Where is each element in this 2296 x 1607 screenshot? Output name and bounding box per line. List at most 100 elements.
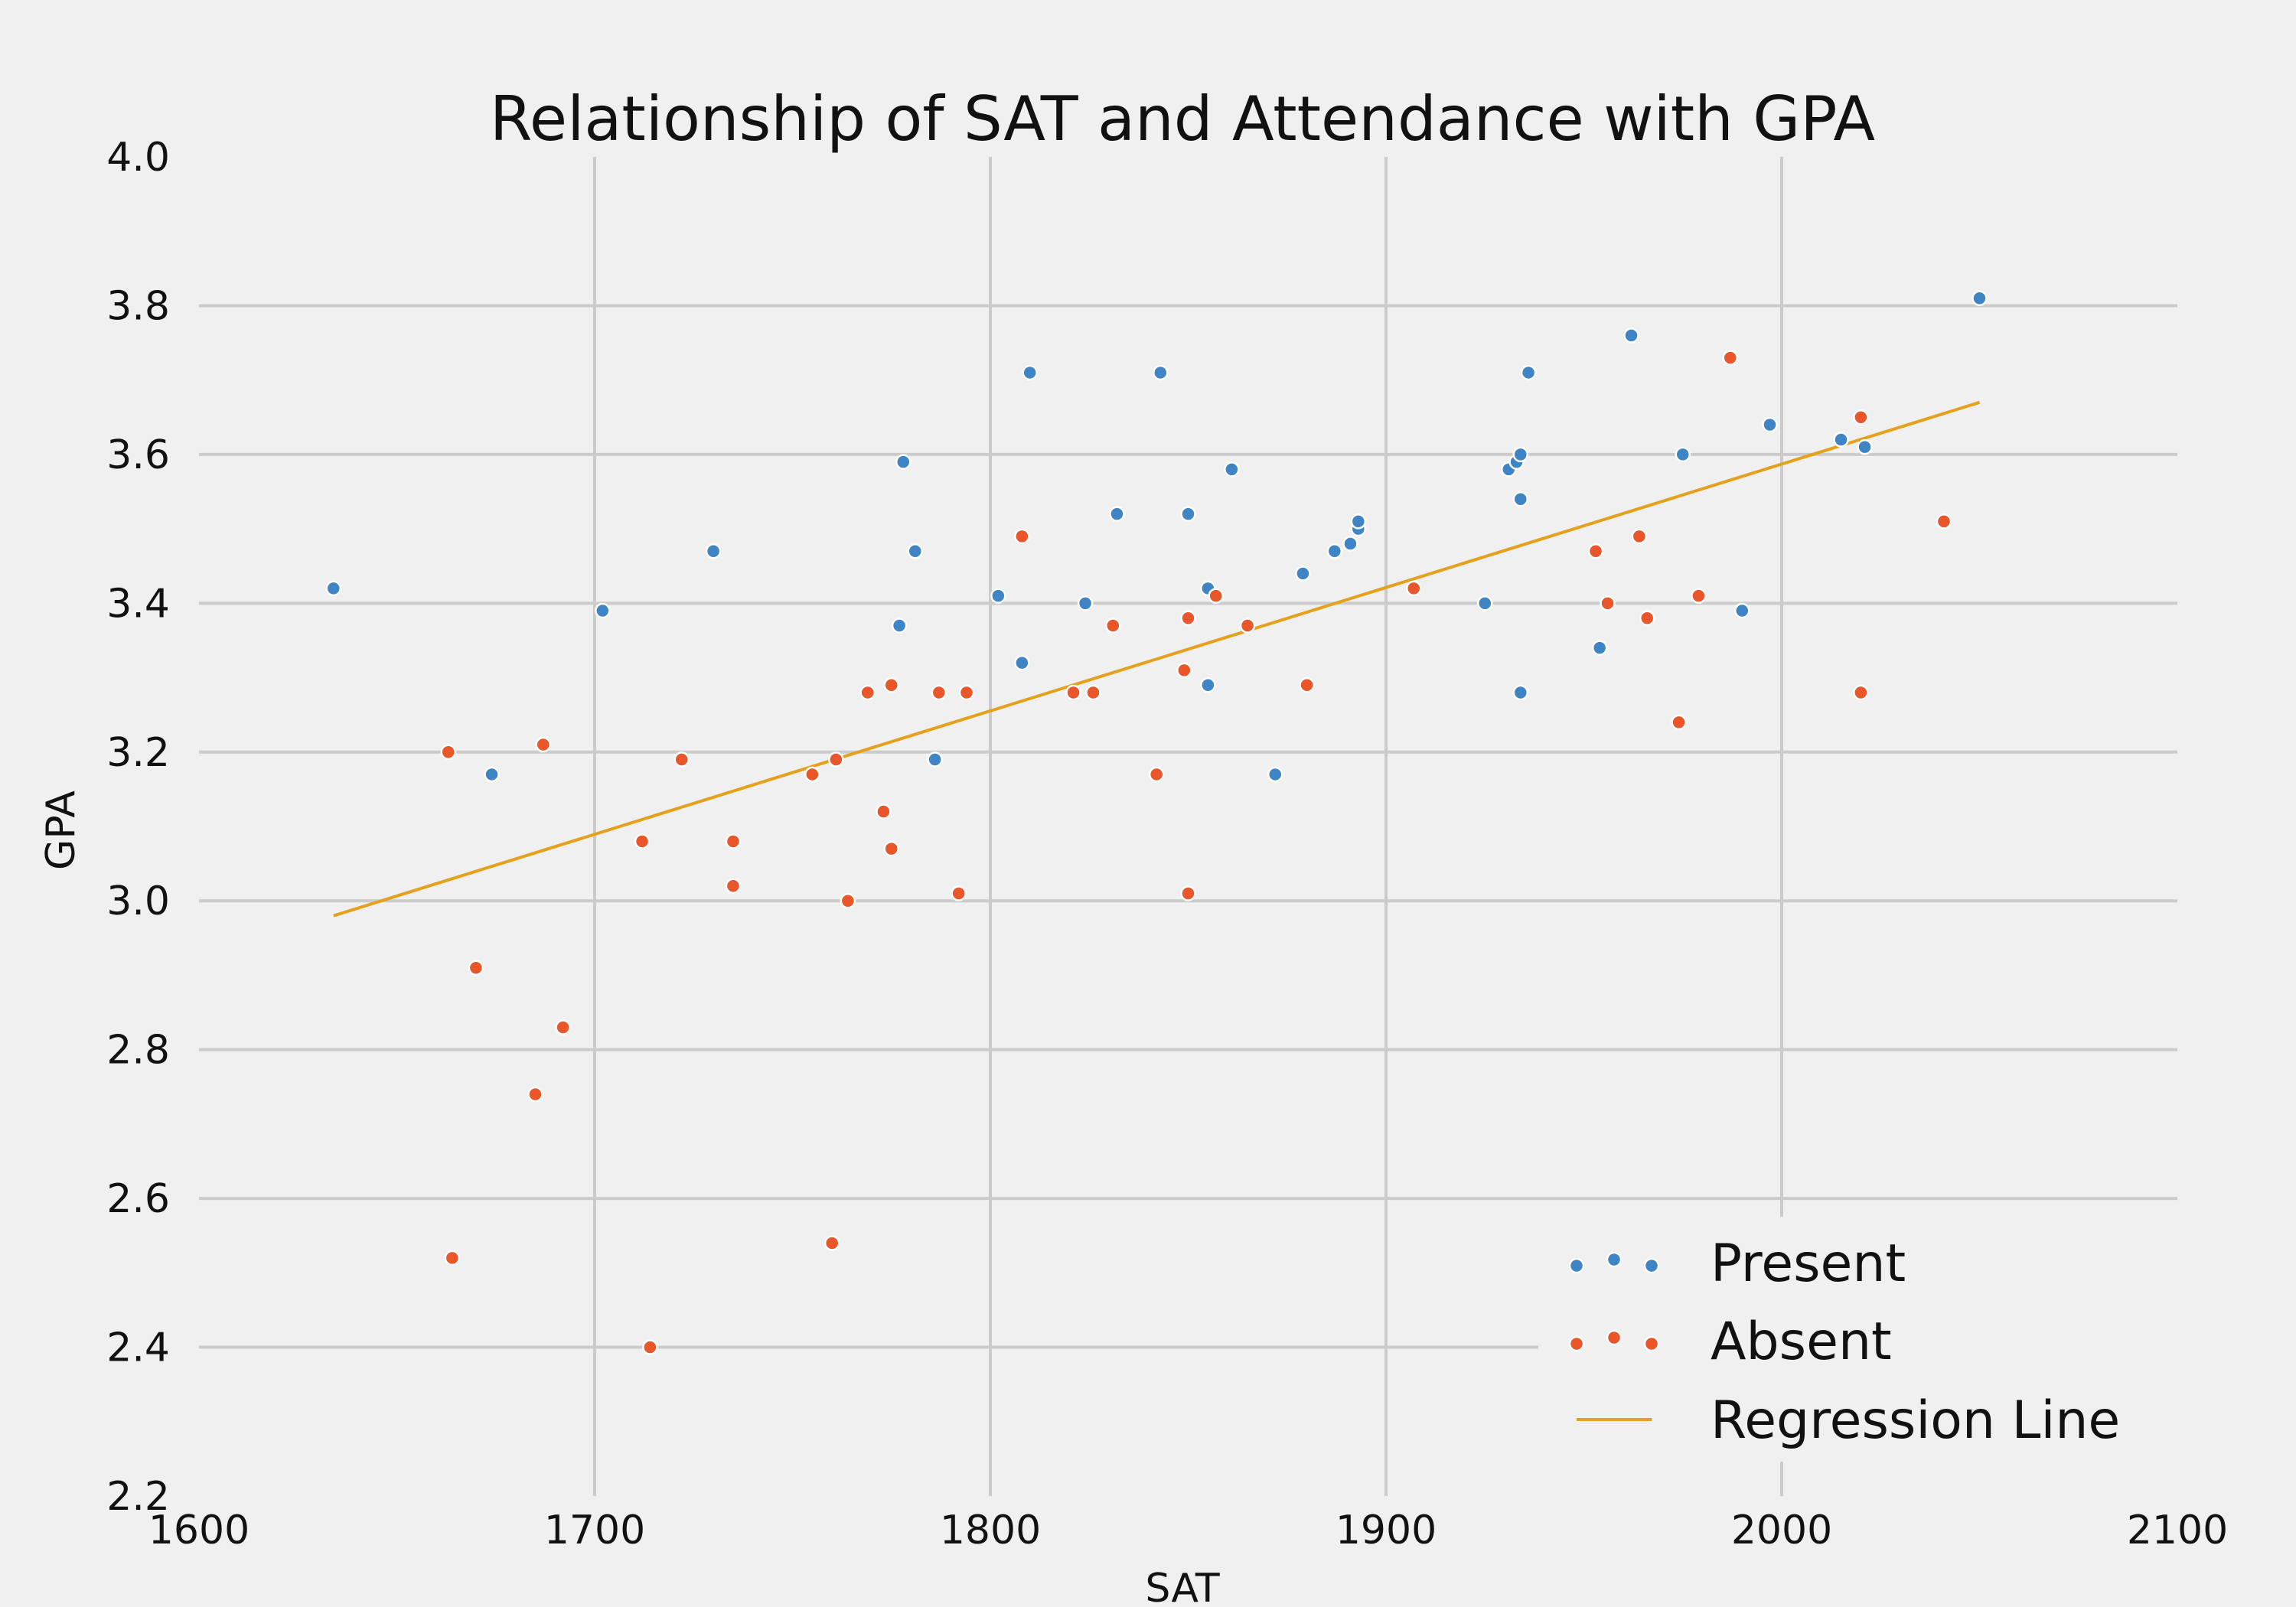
present-point [1762, 416, 1778, 433]
y-tick-label: 2.8 [106, 1028, 170, 1074]
absent-point [876, 804, 892, 820]
present-point [1326, 543, 1343, 559]
absent-point [859, 684, 876, 701]
present-point [1109, 506, 1125, 522]
data-points [325, 290, 1988, 1355]
present-point [1857, 438, 1873, 455]
absent-point [725, 833, 742, 849]
legend-marker-absent [1568, 1335, 1585, 1352]
present-point [1077, 595, 1094, 611]
present-point [1520, 364, 1537, 381]
y-tick-label: 3.8 [106, 283, 170, 329]
x-axis-label: SAT [1145, 1566, 1220, 1607]
present-point [1224, 461, 1240, 478]
absent-point [1671, 714, 1687, 731]
legend-marker-present [1606, 1251, 1623, 1268]
legend-label-regression-line: Regression Line [1711, 1390, 2120, 1451]
present-point [595, 602, 611, 619]
present-point [907, 543, 924, 559]
absent-point [1631, 528, 1648, 545]
present-point [891, 618, 908, 634]
y-axis-label: GPA [38, 790, 84, 870]
absent-point [468, 960, 484, 976]
present-point [1512, 491, 1529, 507]
absent-point [1853, 409, 1869, 425]
regression-line-layer [333, 400, 1981, 918]
y-tick-label: 3.6 [106, 432, 170, 478]
absent-point [444, 1250, 461, 1266]
absent-point [1405, 580, 1422, 597]
x-tick-label: 2100 [2127, 1508, 2228, 1553]
absent-point [1176, 662, 1192, 679]
absent-point [642, 1339, 658, 1355]
absent-point [1587, 543, 1604, 559]
present-point [1675, 446, 1691, 463]
x-tick-label: 1700 [544, 1508, 645, 1553]
absent-point [1722, 350, 1739, 366]
present-point [990, 588, 1006, 604]
x-tick-label: 1800 [940, 1508, 1041, 1553]
absent-point [1208, 588, 1224, 604]
y-tick-label: 3.2 [106, 730, 170, 776]
chart-title: Relationship of SAT and Attendance with … [490, 83, 1875, 155]
present-point [1200, 677, 1216, 693]
present-point [1971, 290, 1988, 306]
absent-point [1085, 684, 1101, 701]
present-point [1153, 364, 1169, 381]
present-point [1623, 328, 1639, 344]
absent-point [535, 736, 552, 753]
absent-point [725, 878, 742, 895]
present-point [1180, 506, 1196, 522]
absent-point [1105, 618, 1121, 634]
legend-marker-absent [1643, 1335, 1660, 1352]
absent-point [823, 1235, 840, 1251]
legend: Present Absent Regression Line [1538, 1217, 2250, 1462]
present-point [325, 580, 342, 597]
absent-point [1639, 610, 1655, 627]
absent-point [804, 766, 820, 783]
absent-point [555, 1019, 571, 1035]
present-point [1512, 684, 1529, 701]
present-point [895, 454, 912, 470]
y-tick-label: 3.0 [106, 878, 170, 924]
absent-point [1299, 677, 1315, 693]
tick-labels: 1600 1700 1800 1900 2000 2100 2.2 2.4 2.6 2.8 3.0 3… [106, 135, 2228, 1553]
x-tick-label: 2000 [1731, 1508, 1832, 1553]
absent-point [1853, 684, 1869, 701]
absent-point [1180, 610, 1196, 627]
absent-point [1239, 618, 1256, 634]
absent-point [1180, 885, 1196, 901]
present-point [1477, 595, 1493, 611]
y-tick-label: 2.2 [106, 1474, 170, 1520]
absent-point [1014, 528, 1030, 545]
present-point [484, 766, 500, 783]
absent-point [958, 684, 975, 701]
x-tick-label: 1600 [148, 1508, 249, 1553]
present-point [1295, 566, 1311, 582]
present-point [1014, 654, 1030, 671]
absent-point [1600, 595, 1616, 611]
absent-point [883, 677, 899, 693]
present-point [1022, 364, 1038, 381]
y-tick-label: 4.0 [106, 135, 170, 181]
absent-point [673, 751, 690, 768]
regression-line [333, 400, 1981, 918]
present-point [1734, 602, 1750, 619]
y-tick-label: 2.4 [106, 1325, 170, 1371]
present-point [927, 751, 943, 768]
absent-point [634, 833, 651, 849]
present-point [1512, 446, 1529, 463]
legend-marker-present [1568, 1257, 1585, 1274]
present-point [1350, 513, 1367, 530]
y-tick-label: 2.6 [106, 1176, 170, 1222]
x-tick-label: 1900 [1336, 1508, 1437, 1553]
absent-point [1691, 588, 1707, 604]
present-point [1833, 432, 1849, 448]
absent-point [931, 684, 947, 701]
present-point [1591, 640, 1608, 656]
absent-point [883, 840, 899, 857]
legend-label-present: Present [1711, 1234, 1906, 1294]
legend-label-absent: Absent [1711, 1312, 1892, 1372]
present-point [1267, 766, 1283, 783]
